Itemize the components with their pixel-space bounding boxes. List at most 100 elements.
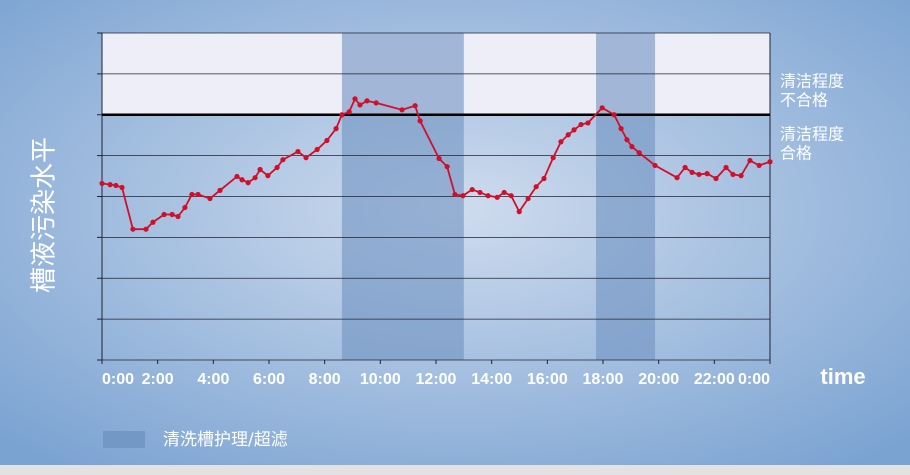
x-tick-label: 14:00 xyxy=(471,371,512,388)
x-tick-label: 16:00 xyxy=(527,371,568,388)
data-point xyxy=(399,107,405,113)
data-point xyxy=(533,184,539,190)
data-point xyxy=(161,211,167,218)
data-point xyxy=(541,175,547,182)
zone-annotation: 清洁程度 xyxy=(780,71,844,90)
data-point xyxy=(245,180,251,186)
x-tick-label: 0:00 xyxy=(102,371,134,388)
data-point xyxy=(169,211,175,218)
data-point xyxy=(704,171,710,177)
data-point xyxy=(207,195,213,202)
data-point xyxy=(274,164,280,171)
data-point xyxy=(252,175,258,181)
data-point xyxy=(689,169,695,175)
x-tick-label: 18:00 xyxy=(583,371,624,388)
footer-strip xyxy=(0,465,910,475)
data-point xyxy=(730,171,736,178)
data-point xyxy=(357,102,363,108)
x-tick-label: 2:00 xyxy=(142,371,174,388)
data-point xyxy=(485,193,491,199)
data-point xyxy=(723,164,729,171)
data-point xyxy=(444,164,450,170)
x-tick-label: 20:00 xyxy=(638,371,679,388)
data-point xyxy=(119,184,125,191)
data-point xyxy=(767,159,773,165)
x-axis-label: time xyxy=(820,364,865,389)
data-point xyxy=(629,144,635,150)
data-point xyxy=(107,182,113,188)
data-point xyxy=(460,193,466,199)
data-point xyxy=(624,137,630,143)
data-point xyxy=(436,155,442,162)
data-point xyxy=(303,155,309,161)
data-point xyxy=(417,118,423,124)
data-point xyxy=(585,120,591,126)
x-tick-label: 12:00 xyxy=(416,371,457,388)
zone-annotation: 清洁程度 xyxy=(780,124,844,143)
data-point xyxy=(578,121,584,128)
data-point xyxy=(333,126,339,132)
data-point xyxy=(257,166,263,173)
data-point xyxy=(346,109,352,115)
data-point xyxy=(618,126,624,132)
data-point xyxy=(99,180,105,187)
data-point xyxy=(508,193,514,199)
data-point xyxy=(565,132,571,138)
y-axis-label: 槽液污染水平 xyxy=(30,137,60,293)
data-point xyxy=(314,146,320,153)
data-point xyxy=(324,137,330,144)
data-point xyxy=(182,204,188,211)
x-tick-label: 4:00 xyxy=(197,371,229,388)
data-point xyxy=(295,148,301,155)
data-point xyxy=(217,187,223,193)
data-point xyxy=(239,177,245,183)
data-point xyxy=(234,173,240,180)
data-point xyxy=(412,103,418,109)
data-point xyxy=(674,175,680,181)
data-point xyxy=(713,175,719,182)
data-point xyxy=(469,186,475,193)
x-tick-label: 6:00 xyxy=(253,371,285,388)
data-point xyxy=(525,195,531,202)
data-point xyxy=(636,150,642,156)
data-point xyxy=(501,189,507,196)
data-point xyxy=(611,112,617,118)
data-point xyxy=(747,157,753,164)
data-point xyxy=(550,155,556,161)
data-point xyxy=(477,189,483,196)
data-point xyxy=(756,162,762,169)
data-point xyxy=(558,139,564,145)
x-tick-label: 8:00 xyxy=(309,371,341,388)
data-point xyxy=(599,105,605,111)
legend-label: 清洗槽护理/超滤 xyxy=(163,430,288,450)
data-point xyxy=(373,100,379,106)
data-point xyxy=(652,162,658,169)
data-point xyxy=(189,191,195,198)
data-point xyxy=(696,171,702,178)
data-point xyxy=(113,182,119,189)
data-point xyxy=(738,173,744,179)
data-line xyxy=(101,97,771,231)
x-tick-label: 10:00 xyxy=(360,371,401,388)
data-point xyxy=(130,226,136,232)
data-point xyxy=(452,191,458,198)
data-point xyxy=(339,112,345,118)
data-point xyxy=(364,98,370,104)
data-point xyxy=(175,213,181,220)
data-point xyxy=(682,164,688,171)
zone-annotation: 不合格 xyxy=(780,90,828,109)
data-point xyxy=(265,173,271,179)
zone-annotation: 合格 xyxy=(780,143,812,162)
data-point xyxy=(280,157,286,163)
data-point xyxy=(195,191,201,198)
legend-swatch xyxy=(103,431,145,448)
data-point xyxy=(516,209,522,215)
data-point xyxy=(494,194,500,200)
x-tick-label: 22:00 xyxy=(694,371,735,388)
data-point xyxy=(143,226,149,232)
x-tick-label: 0:00 xyxy=(738,371,770,388)
data-point xyxy=(150,219,156,225)
data-point xyxy=(352,96,358,102)
data-point xyxy=(571,127,577,133)
